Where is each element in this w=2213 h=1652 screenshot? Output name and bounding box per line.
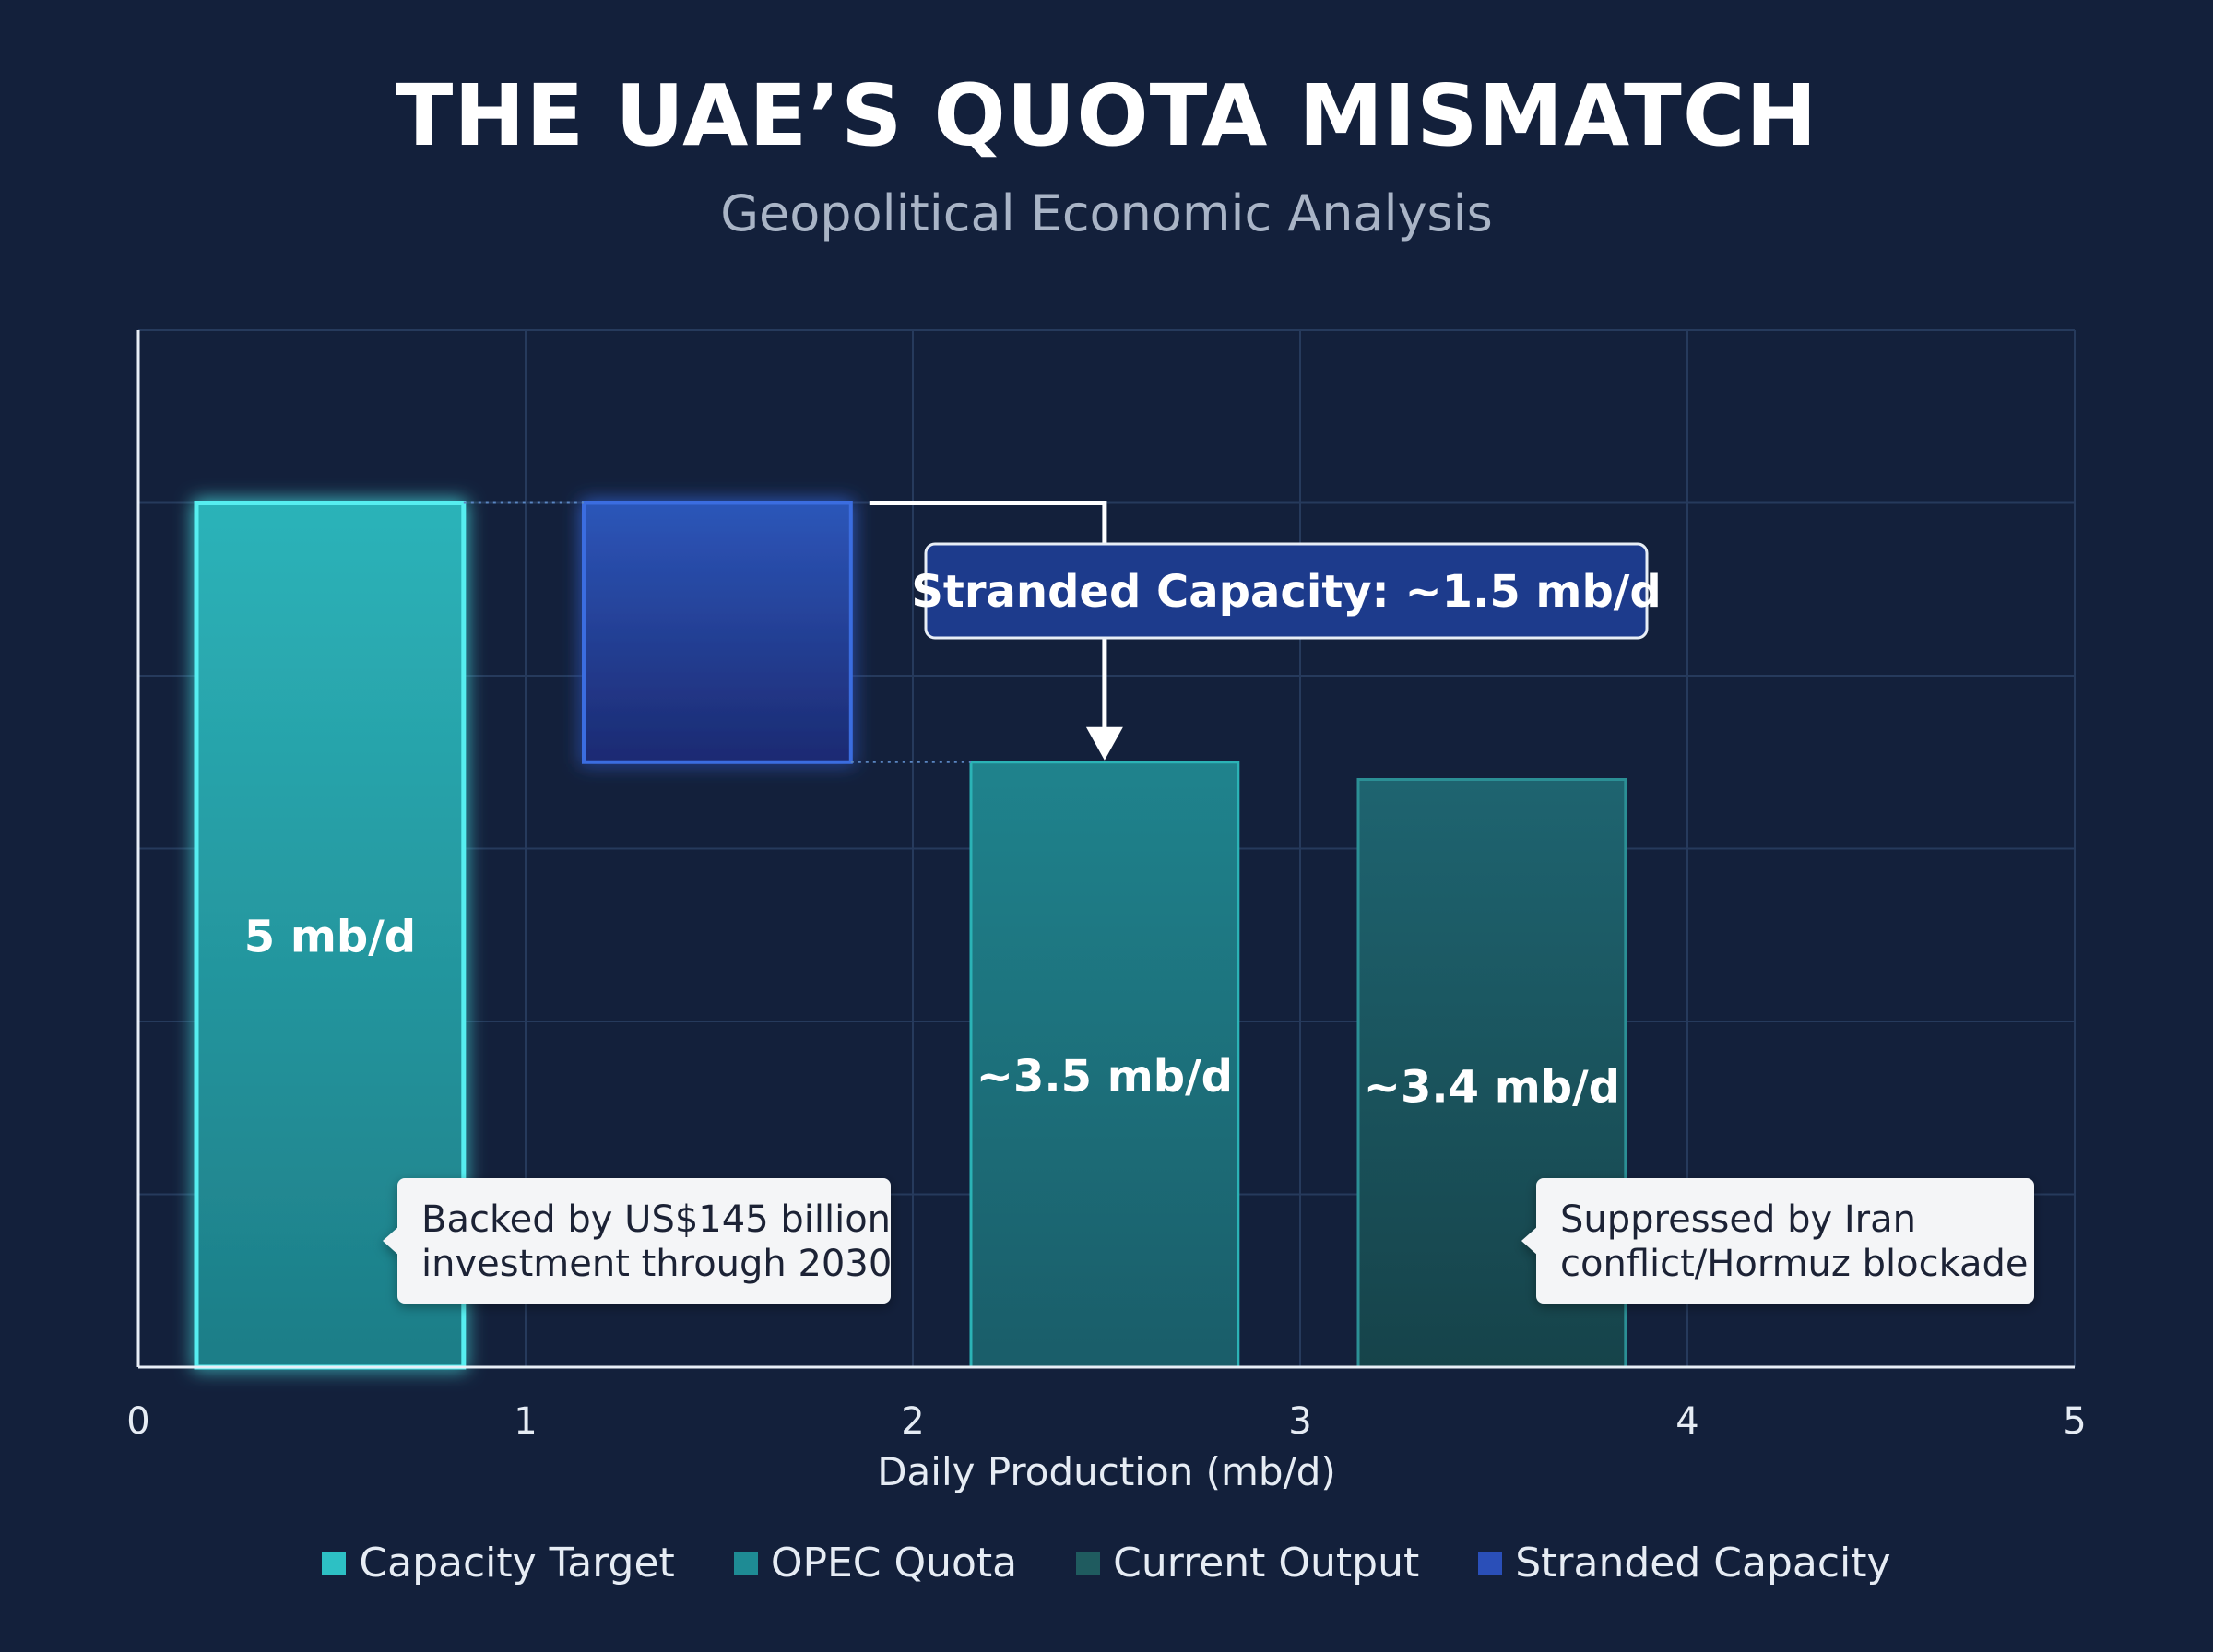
arrow-head <box>1085 726 1123 761</box>
x-tick-label: 4 <box>1675 1400 1698 1443</box>
x-tick-label: 0 <box>126 1400 149 1443</box>
arrow-line <box>869 501 1107 731</box>
suppressed-note-pointer <box>1521 1226 1538 1256</box>
bar-value-label: ~3.4 mb/d <box>1364 1061 1620 1113</box>
x-axis: 0 1 2 3 4 5 Daily Production (mb/d) <box>126 330 2087 1494</box>
x-tick-label: 5 <box>2063 1400 2086 1443</box>
legend-label: OPEC Quota <box>770 1540 1018 1587</box>
suppressed-note-text: conflict/Hormuz blockade <box>1560 1243 2029 1285</box>
legend-swatch <box>733 1551 758 1575</box>
bar-value-label: 5 mb/d <box>244 911 416 962</box>
chart-annotations: Stranded Capacity: ~1.5 mb/d Backed by US… <box>383 501 2034 1304</box>
investment-note-pointer <box>383 1226 399 1256</box>
legend-item-current-output: Current Output <box>1076 1540 1419 1587</box>
bar-opec-quota <box>969 761 1240 1369</box>
legend-label: Current Output <box>1113 1540 1420 1587</box>
x-axis-label: Daily Production (mb/d) <box>877 1449 1336 1494</box>
chart-title: THE UAE’S QUOTA MISMATCH <box>395 66 1818 165</box>
investment-note-box <box>397 1178 891 1304</box>
legend-item-stranded-capacity: Stranded Capacity <box>1478 1540 1891 1587</box>
chart-bars: 5 mb/d ~3.5 mb/d ~3.4 mb/d <box>194 501 1627 1370</box>
investment-note-text: investment through 2030 <box>421 1243 892 1285</box>
chart-legend: Capacity Target OPEC Quota Current Outpu… <box>0 1540 2213 1587</box>
stranded-callout-box <box>924 542 1649 640</box>
legend-item-opec-quota: OPEC Quota <box>733 1540 1018 1587</box>
legend-swatch <box>1478 1551 1503 1575</box>
investment-note-text: Backed by US$145 billion <box>421 1198 891 1241</box>
suppressed-note-box <box>1536 1178 2034 1304</box>
bar-value-label: ~3.5 mb/d <box>976 1051 1233 1103</box>
chart-subtitle: Geopolitical Economic Analysis <box>720 184 1493 242</box>
bar-stranded-capacity <box>582 501 853 764</box>
legend-label: Stranded Capacity <box>1515 1540 1891 1587</box>
suppressed-note-text: Suppressed by Iran <box>1560 1198 1916 1241</box>
legend-swatch <box>1076 1551 1101 1575</box>
x-tick-label: 2 <box>901 1400 924 1443</box>
x-tick-label: 3 <box>1288 1400 1311 1443</box>
legend-swatch <box>322 1551 347 1575</box>
stranded-callout-text: Stranded Capacity: ~1.5 mb/d <box>911 566 1661 618</box>
legend-item-capacity-target: Capacity Target <box>322 1540 675 1587</box>
x-tick-label: 1 <box>514 1400 537 1443</box>
legend-label: Capacity Target <box>359 1540 675 1587</box>
